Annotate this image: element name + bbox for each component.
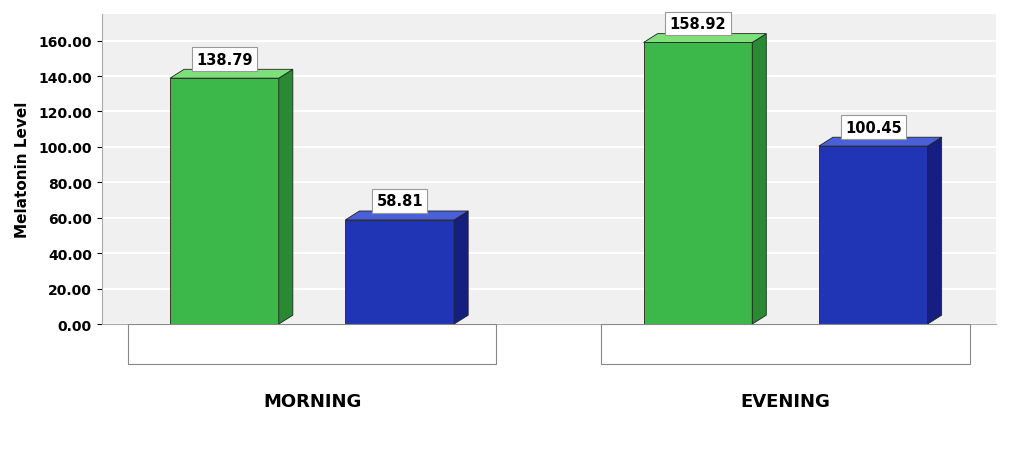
Text: 58.81: 58.81 bbox=[376, 194, 423, 209]
Polygon shape bbox=[644, 43, 752, 324]
FancyBboxPatch shape bbox=[602, 324, 970, 365]
Polygon shape bbox=[279, 70, 293, 324]
Text: 138.79: 138.79 bbox=[196, 52, 253, 68]
Polygon shape bbox=[752, 35, 766, 324]
Polygon shape bbox=[644, 35, 766, 43]
FancyBboxPatch shape bbox=[128, 324, 496, 365]
Text: 158.92: 158.92 bbox=[669, 17, 726, 32]
Polygon shape bbox=[928, 138, 941, 324]
Text: EVENING: EVENING bbox=[741, 392, 830, 410]
Polygon shape bbox=[170, 70, 293, 79]
Polygon shape bbox=[346, 211, 468, 220]
Polygon shape bbox=[346, 220, 454, 324]
Polygon shape bbox=[170, 79, 279, 324]
Text: 100.45: 100.45 bbox=[845, 120, 902, 135]
Polygon shape bbox=[454, 211, 468, 324]
Text: MORNING: MORNING bbox=[263, 392, 361, 410]
Polygon shape bbox=[819, 147, 928, 324]
Polygon shape bbox=[819, 138, 941, 147]
Y-axis label: Melatonin Level: Melatonin Level bbox=[15, 101, 30, 238]
